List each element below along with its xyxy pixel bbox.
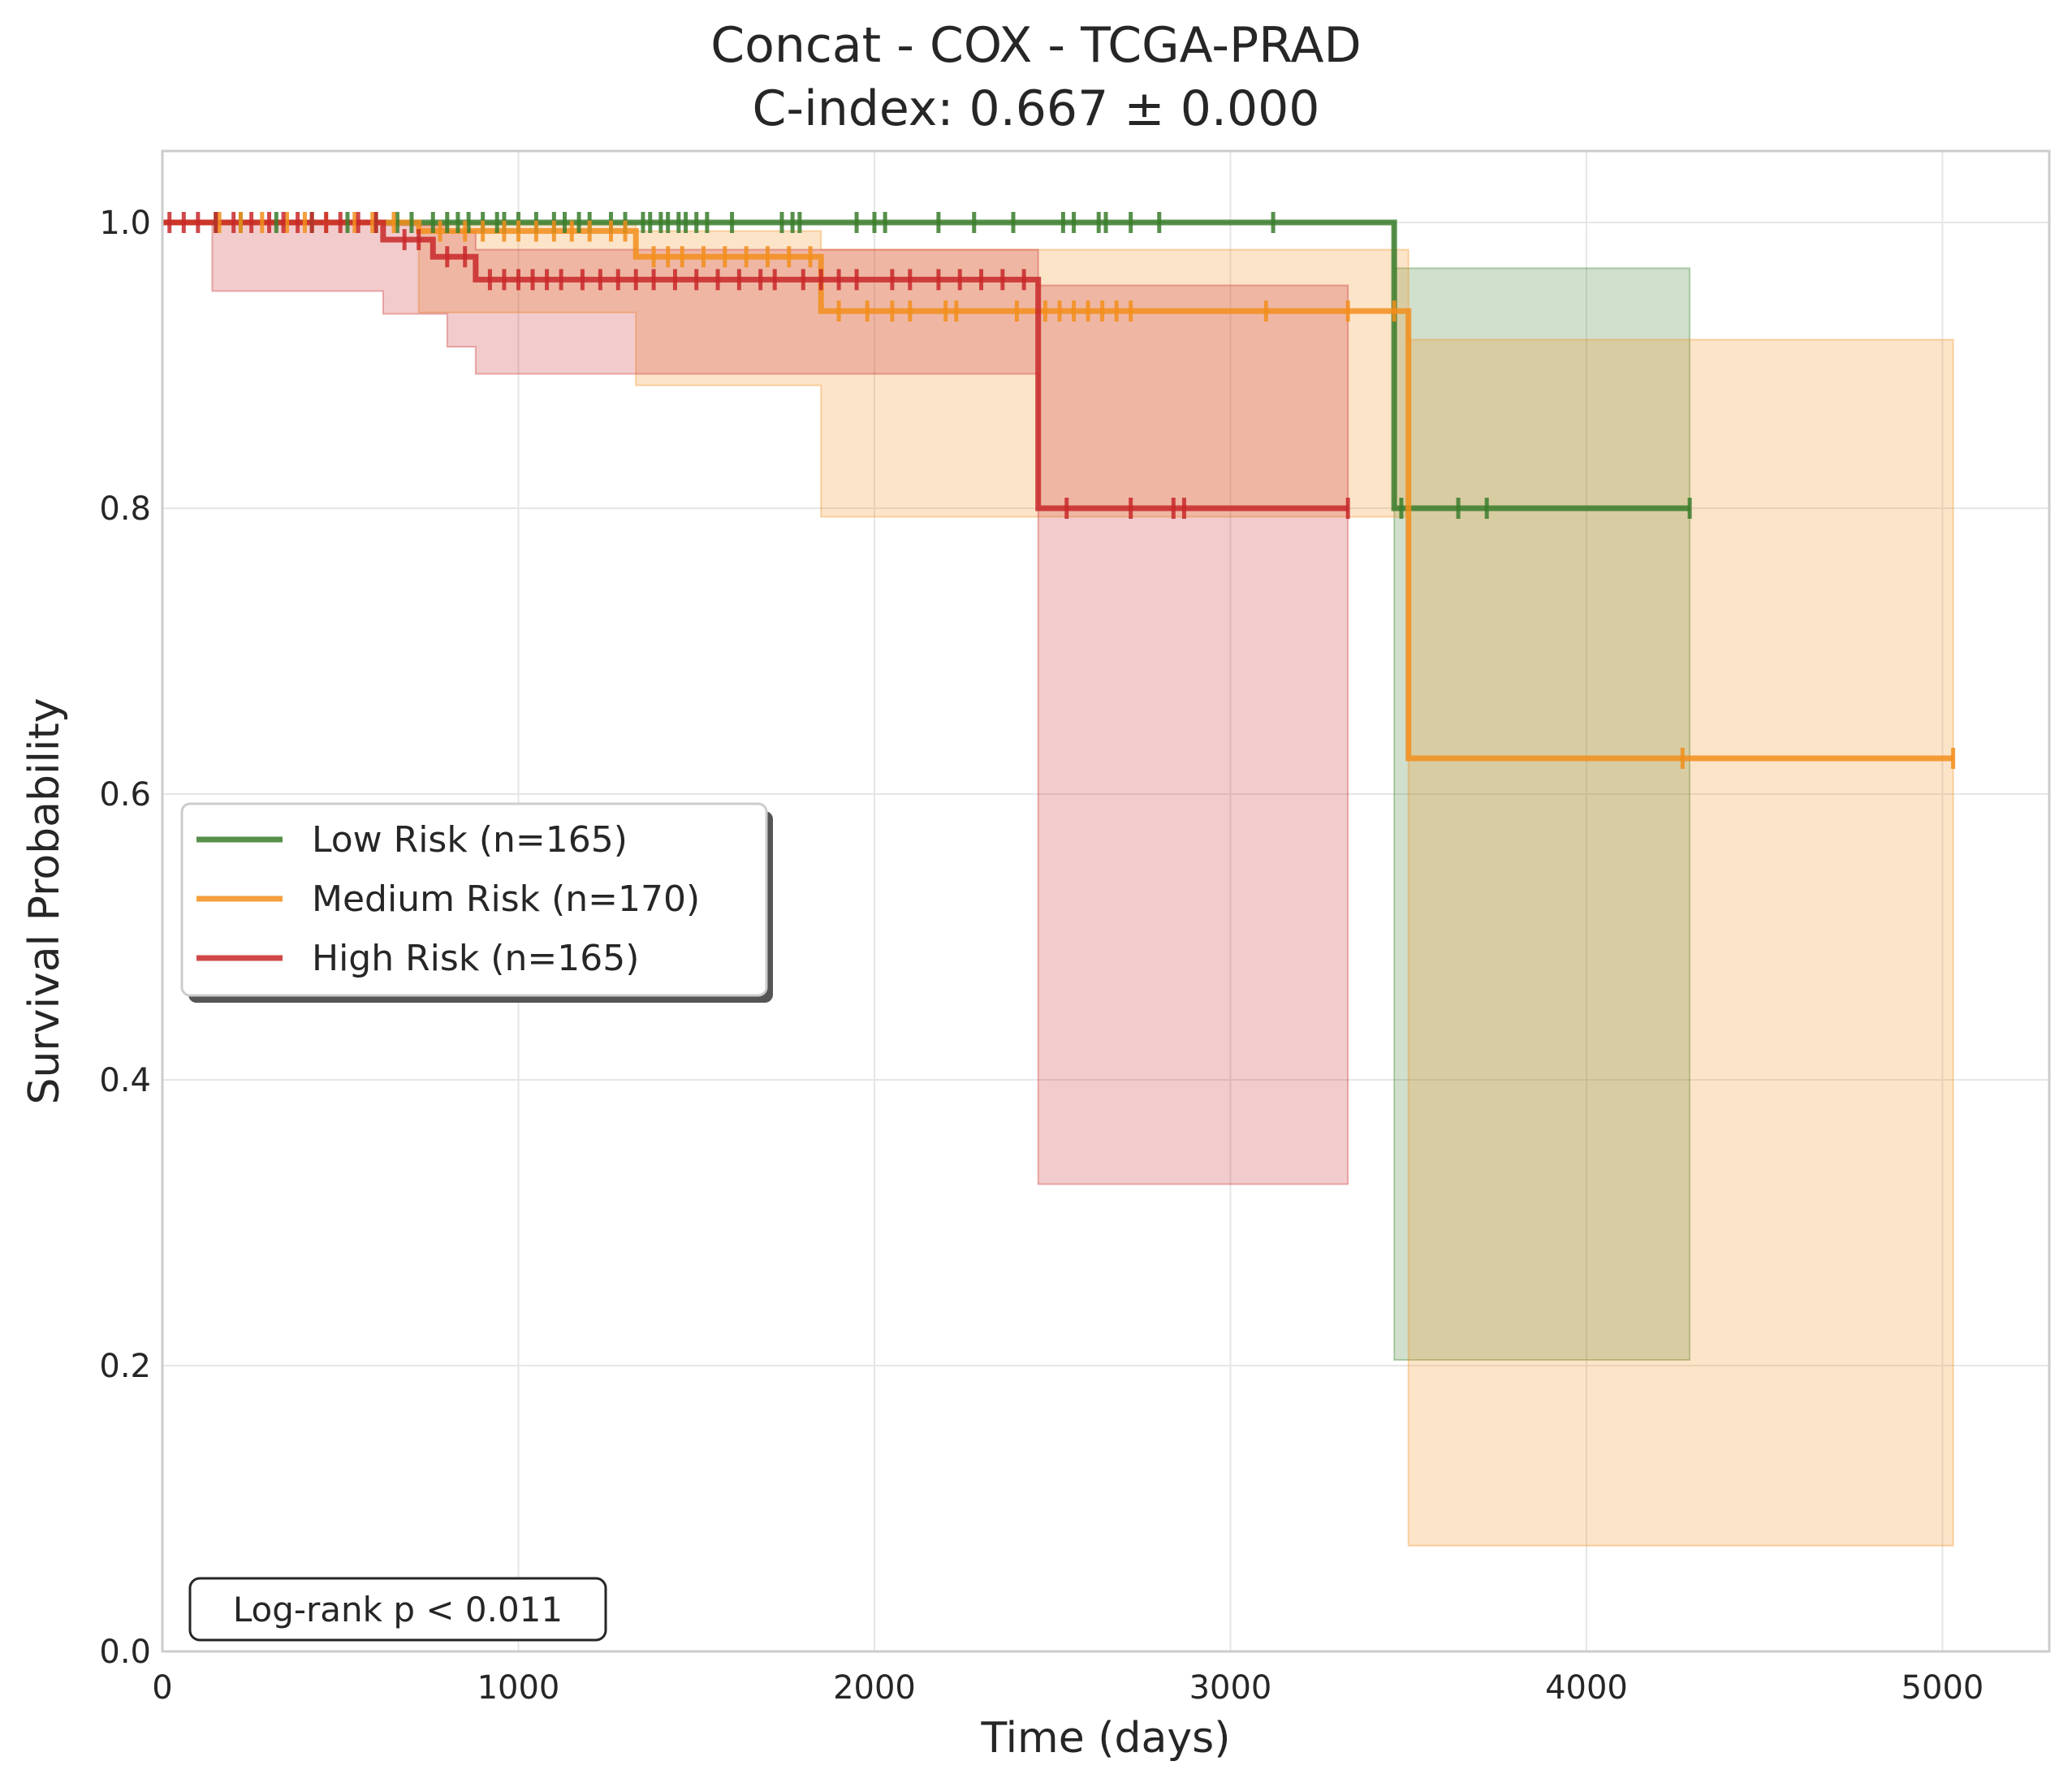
- survival-curve-medium: [162, 219, 1953, 762]
- legend-label: Medium Risk (n=170): [312, 878, 700, 920]
- chart-subtitle: C-index: 0.667 ± 0.000: [753, 80, 1320, 137]
- ci-band-high: [162, 222, 1349, 1185]
- survival-curve-low: [162, 219, 1690, 511]
- x-tick-label: 1000: [477, 1669, 560, 1707]
- logrank-box: [188, 1577, 607, 1642]
- y-tick-label: 0.6: [99, 776, 151, 814]
- axis-ticks: 0 1000 2000 3000 4000 5000 0.0 0.2 0.4 0.6 0.8 1.0: [99, 205, 1984, 1707]
- y-tick-label: 0.4: [99, 1062, 151, 1099]
- x-tick-label: 4000: [1545, 1669, 1628, 1707]
- y-tick-label: 0.2: [99, 1348, 151, 1385]
- y-tick-label: 0.0: [99, 1634, 151, 1671]
- logrank-text: Log-rank p < 0.011: [233, 1590, 563, 1629]
- logrank-annotation: Log-rank p < 0.011: [188, 1577, 607, 1642]
- y-axis-label: Survival Probability: [20, 697, 69, 1104]
- chart-title: Concat - COX - TCGA-PRAD: [710, 17, 1361, 74]
- y-tick-label: 1.0: [99, 205, 151, 242]
- x-tick-label: 3000: [1189, 1669, 1272, 1707]
- legend-label: High Risk (n=165): [312, 938, 639, 979]
- legend-box: [180, 802, 768, 997]
- censor-marks: [167, 212, 1956, 769]
- x-axis-label: Time (days): [980, 1714, 1230, 1763]
- survival-curves: [162, 219, 1953, 762]
- plot-frame: [161, 149, 2051, 1653]
- legend-label: Low Risk (n=165): [312, 819, 628, 861]
- survival-curve-high: [162, 219, 1349, 511]
- x-tick-label: 5000: [1901, 1669, 1984, 1707]
- x-tick-label: 2000: [833, 1669, 916, 1707]
- x-tick-label: 0: [152, 1669, 172, 1707]
- legend: Low Risk (n=165) Medium Risk (n=170) High …: [180, 802, 773, 1003]
- y-tick-label: 0.8: [99, 490, 151, 528]
